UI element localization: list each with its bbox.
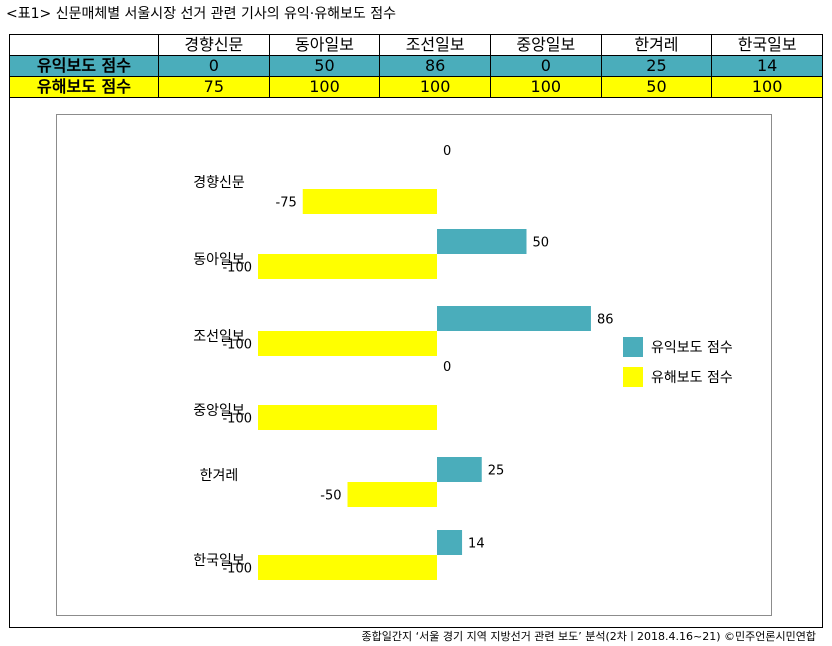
- table-cell: 14: [711, 55, 823, 77]
- table-cell: 75: [158, 76, 270, 98]
- table-cell: 25: [600, 55, 713, 77]
- table-cell: 100: [268, 76, 381, 98]
- row-label: 유해보도 점수: [9, 76, 159, 98]
- column-header: 동아일보: [268, 34, 381, 56]
- column-header: 경향신문: [158, 34, 270, 56]
- bar: [437, 306, 591, 331]
- data-label: 25: [488, 464, 505, 479]
- category-label: 한겨레: [200, 468, 239, 484]
- column-header: 한국일보: [711, 34, 823, 56]
- data-label: 14: [468, 537, 485, 552]
- score-table: 경향신문 동아일보 조선일보 중앙일보 한겨레 한국일보 유익보도 점수 0 5…: [9, 34, 823, 98]
- category-label: 중앙일보: [193, 403, 245, 419]
- bar: [258, 555, 437, 580]
- table-cell: 0: [489, 55, 602, 77]
- bar-chart: 경향신문0-75동아일보50-100조선일보86-100중앙일보0-100한겨레…: [193, 144, 733, 580]
- data-label: 50: [533, 236, 550, 251]
- legend-swatch: [623, 367, 643, 387]
- table-row-harmful: 유해보도 점수 75 100 100 100 50 100: [9, 76, 823, 98]
- data-label: -100: [222, 338, 252, 353]
- category-label: 조선일보: [193, 329, 245, 345]
- bar: [258, 331, 437, 356]
- legend-swatch: [623, 337, 643, 357]
- table-cell: 100: [379, 76, 491, 98]
- legend-label: 유익보도 점수: [651, 340, 733, 356]
- bar: [437, 229, 527, 254]
- chart-area: 경향신문 0 -75 동아일보 50 -100 조선일보 86 -100 중앙일보 0 -100 한겨레…: [56, 114, 772, 616]
- header-corner-cell: [9, 34, 159, 56]
- legend-label: 유해보도 점수: [651, 370, 733, 386]
- table-title: <표1> 신문매체별 서울시장 선거 관련 기사의 유익·유해보도 점수: [6, 6, 396, 22]
- data-label: -100: [222, 261, 252, 276]
- data-label: 0: [443, 144, 451, 159]
- table-cell: 100: [489, 76, 602, 98]
- bar: [258, 254, 437, 279]
- table-cell: 86: [379, 55, 491, 77]
- bar: [347, 482, 437, 507]
- table-cell: 50: [268, 55, 381, 77]
- bar: [258, 405, 437, 430]
- column-header: 조선일보: [379, 34, 491, 56]
- data-label: -100: [222, 412, 252, 427]
- data-label: -75: [276, 196, 297, 211]
- table-header-row: 경향신문 동아일보 조선일보 중앙일보 한겨레 한국일보: [9, 34, 823, 56]
- bar: [437, 530, 463, 555]
- category-label: 경향신문: [193, 175, 245, 191]
- table-row-beneficial: 유익보도 점수 0 50 86 0 25 14: [9, 55, 823, 77]
- bar: [437, 457, 482, 482]
- data-label: -50: [320, 489, 341, 504]
- category-label: 동아일보: [193, 252, 245, 268]
- column-header: 한겨레: [600, 34, 713, 56]
- category-label: 한국일보: [193, 553, 245, 569]
- table-cell: 0: [158, 55, 270, 77]
- data-label: -100: [222, 562, 252, 577]
- source-note: 종합일간지 ‘서울 경기 지역 지방선거 관련 보도’ 분석(2차ㅣ2018.4…: [361, 630, 816, 643]
- column-header: 중앙일보: [489, 34, 602, 56]
- bar: [302, 189, 437, 214]
- table-cell: 100: [711, 76, 823, 98]
- row-label: 유익보도 점수: [9, 55, 159, 77]
- data-label: 0: [443, 360, 451, 375]
- data-label: 86: [597, 313, 614, 328]
- table-cell: 50: [600, 76, 713, 98]
